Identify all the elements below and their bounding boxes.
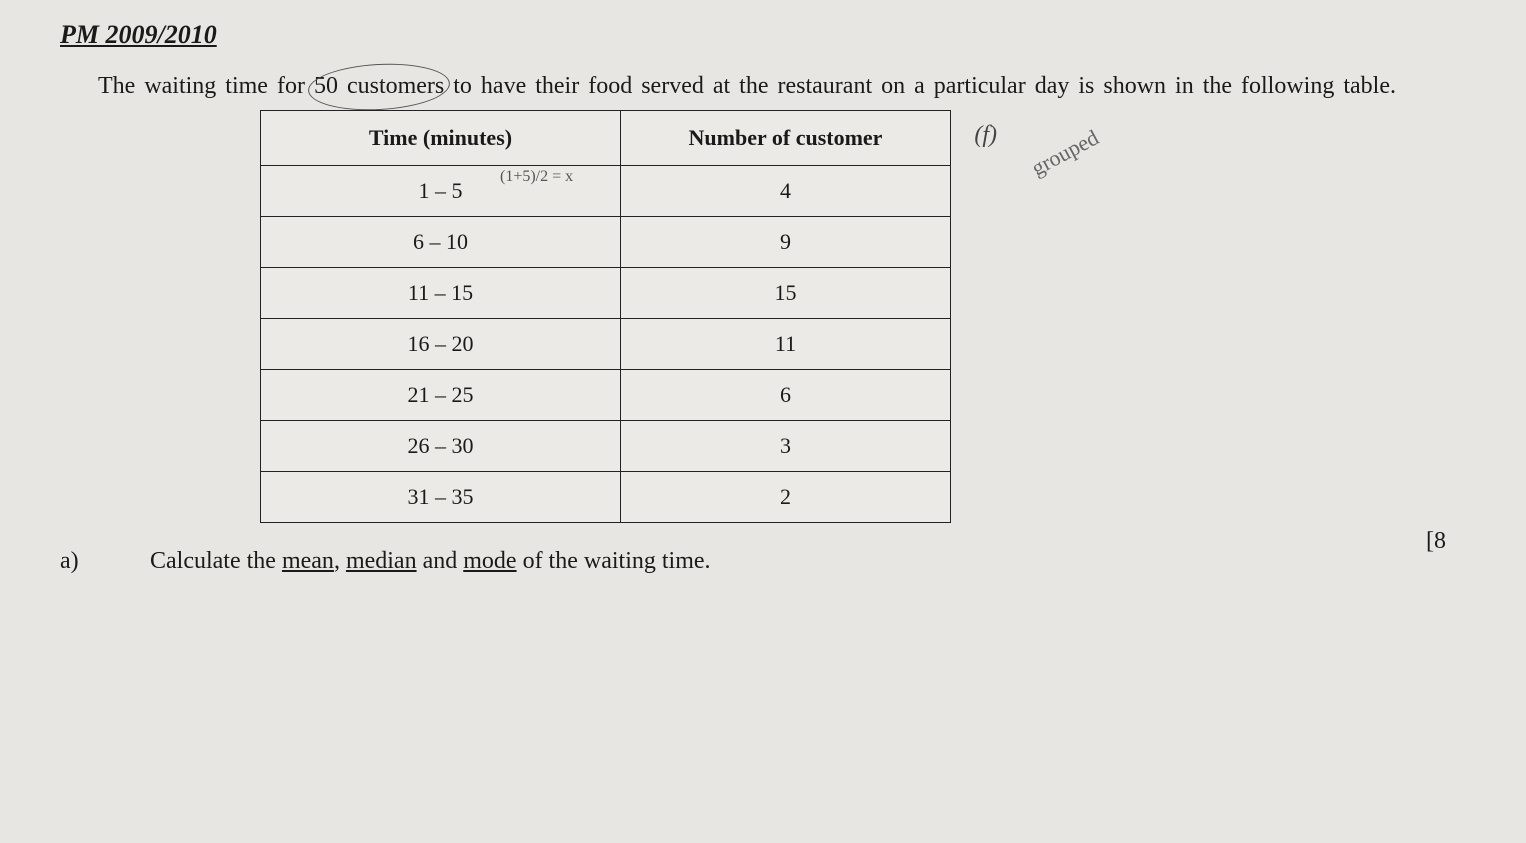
cell-freq: 3: [621, 421, 951, 472]
q-prefix: Calculate the: [150, 548, 282, 574]
q-sep1: ,: [334, 548, 346, 574]
circled-customers: 50 customers: [314, 68, 444, 104]
frequency-table: Time (minutes) Number of customer 1 – 5 …: [260, 110, 951, 523]
cell-time: 11 – 15: [261, 268, 621, 319]
annotation-f: (f): [974, 122, 997, 149]
cell-time: 26 – 30: [261, 421, 621, 472]
cell-freq: 2: [621, 472, 951, 523]
annotation-midpoint: (1+5)/2 = x: [500, 168, 573, 186]
cell-time: 31 – 35: [261, 472, 621, 523]
annotation-grouped: grouped: [1027, 125, 1103, 182]
cell-freq: 4: [621, 166, 951, 217]
table-row: 6 – 10 9: [261, 217, 951, 268]
cell-freq: 9: [621, 217, 951, 268]
cell-freq: 6: [621, 370, 951, 421]
question-intro: The waiting time for 50 customers to hav…: [98, 68, 1466, 104]
col-header-customers: Number of customer: [621, 111, 951, 166]
intro-text-2: to have their food served at the restaur…: [444, 73, 1396, 99]
q-median: median: [346, 548, 417, 574]
col-header-time: Time (minutes): [261, 111, 621, 166]
q-suffix: of the waiting time.: [517, 548, 711, 574]
exam-header: PM 2009/2010: [60, 20, 1466, 50]
question-a: a) Calculate the mean, median and mode o…: [60, 548, 1466, 575]
q-mean: mean: [282, 548, 334, 574]
table-row: 26 – 30 3: [261, 421, 951, 472]
table-header-row: Time (minutes) Number of customer: [261, 111, 951, 166]
cell-time: 16 – 20: [261, 319, 621, 370]
intro-text-1: The waiting time for: [98, 73, 314, 99]
cell-time: 21 – 25: [261, 370, 621, 421]
q-mode: mode: [463, 548, 516, 574]
table-row: 21 – 25 6: [261, 370, 951, 421]
table-row: 1 – 5 4: [261, 166, 951, 217]
table-row: 11 – 15 15: [261, 268, 951, 319]
question-text: Calculate the mean, median and mode of t…: [150, 548, 711, 575]
table-wrapper: (f) grouped (1+5)/2 = x Time (minutes) N…: [260, 110, 951, 523]
page-container: PM 2009/2010 The waiting time for 50 cus…: [60, 20, 1466, 575]
cell-freq: 11: [621, 319, 951, 370]
q-sep2: and: [417, 548, 464, 574]
table-row: 31 – 35 2: [261, 472, 951, 523]
question-label: a): [60, 548, 110, 575]
cell-time: 6 – 10: [261, 217, 621, 268]
table-row: 16 – 20 11: [261, 319, 951, 370]
cell-freq: 15: [621, 268, 951, 319]
marks-label: [8: [1426, 528, 1446, 555]
